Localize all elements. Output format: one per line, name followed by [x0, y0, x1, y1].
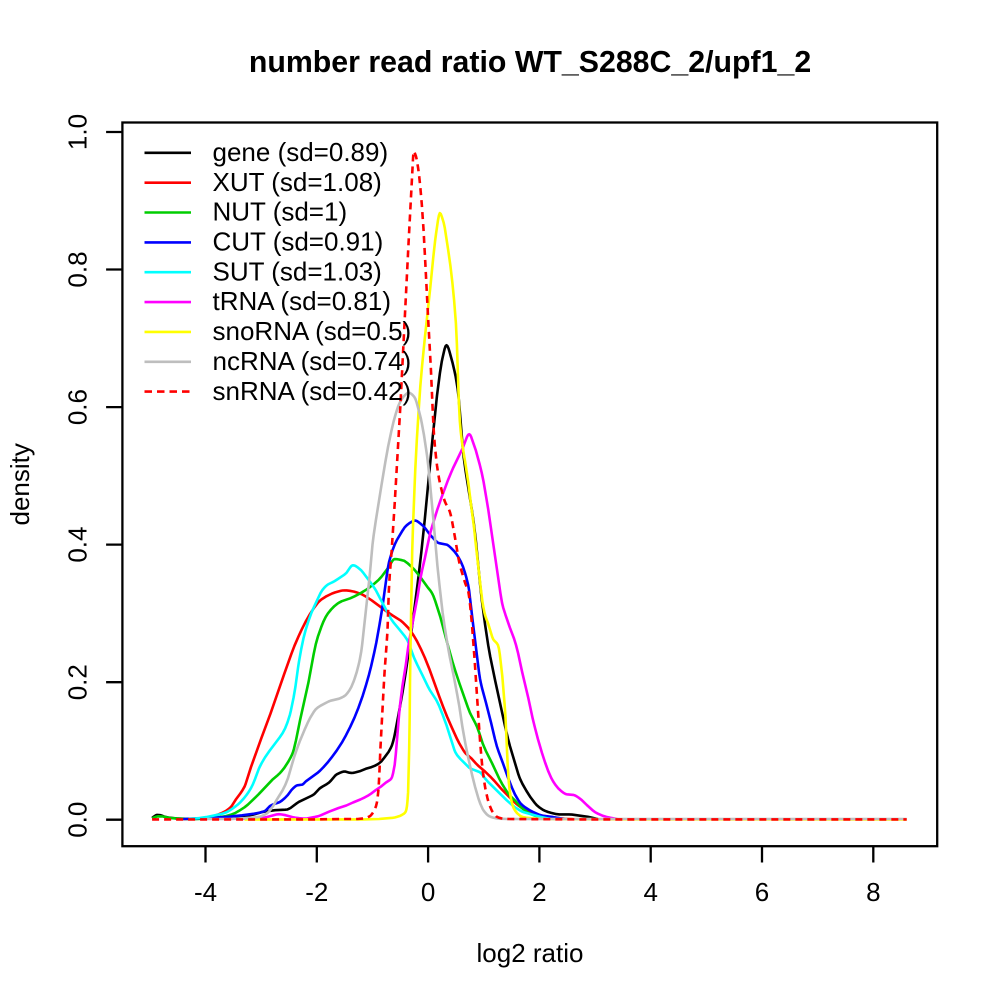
svg-text:6: 6 — [755, 877, 769, 907]
svg-text:snoRNA (sd=0.5): snoRNA (sd=0.5) — [213, 316, 412, 346]
svg-text:NUT (sd=1): NUT (sd=1) — [213, 197, 348, 227]
svg-text:-4: -4 — [194, 877, 217, 907]
svg-text:tRNA (sd=0.81): tRNA (sd=0.81) — [213, 286, 391, 316]
svg-text:log2 ratio: log2 ratio — [477, 938, 584, 968]
svg-text:0.2: 0.2 — [63, 664, 93, 700]
svg-text:2: 2 — [532, 877, 546, 907]
svg-text:4: 4 — [643, 877, 657, 907]
svg-text:density: density — [5, 443, 35, 525]
svg-text:ncRNA (sd=0.74): ncRNA (sd=0.74) — [213, 346, 412, 376]
svg-text:1.0: 1.0 — [63, 114, 93, 150]
svg-text:XUT (sd=1.08): XUT (sd=1.08) — [213, 167, 382, 197]
svg-text:0: 0 — [421, 877, 435, 907]
svg-text:0.0: 0.0 — [63, 802, 93, 838]
svg-text:SUT (sd=1.03): SUT (sd=1.03) — [213, 256, 382, 286]
svg-text:0.8: 0.8 — [63, 251, 93, 287]
svg-text:CUT (sd=0.91): CUT (sd=0.91) — [213, 227, 384, 257]
svg-text:-2: -2 — [305, 877, 328, 907]
svg-text:8: 8 — [866, 877, 880, 907]
svg-text:0.4: 0.4 — [63, 527, 93, 563]
svg-text:number read ratio WT_S288C_2/u: number read ratio WT_S288C_2/upf1_2 — [249, 46, 811, 79]
svg-text:snRNA (sd=0.42): snRNA (sd=0.42) — [213, 376, 412, 406]
svg-text:gene (sd=0.89): gene (sd=0.89) — [213, 137, 389, 167]
svg-text:0.6: 0.6 — [63, 389, 93, 425]
